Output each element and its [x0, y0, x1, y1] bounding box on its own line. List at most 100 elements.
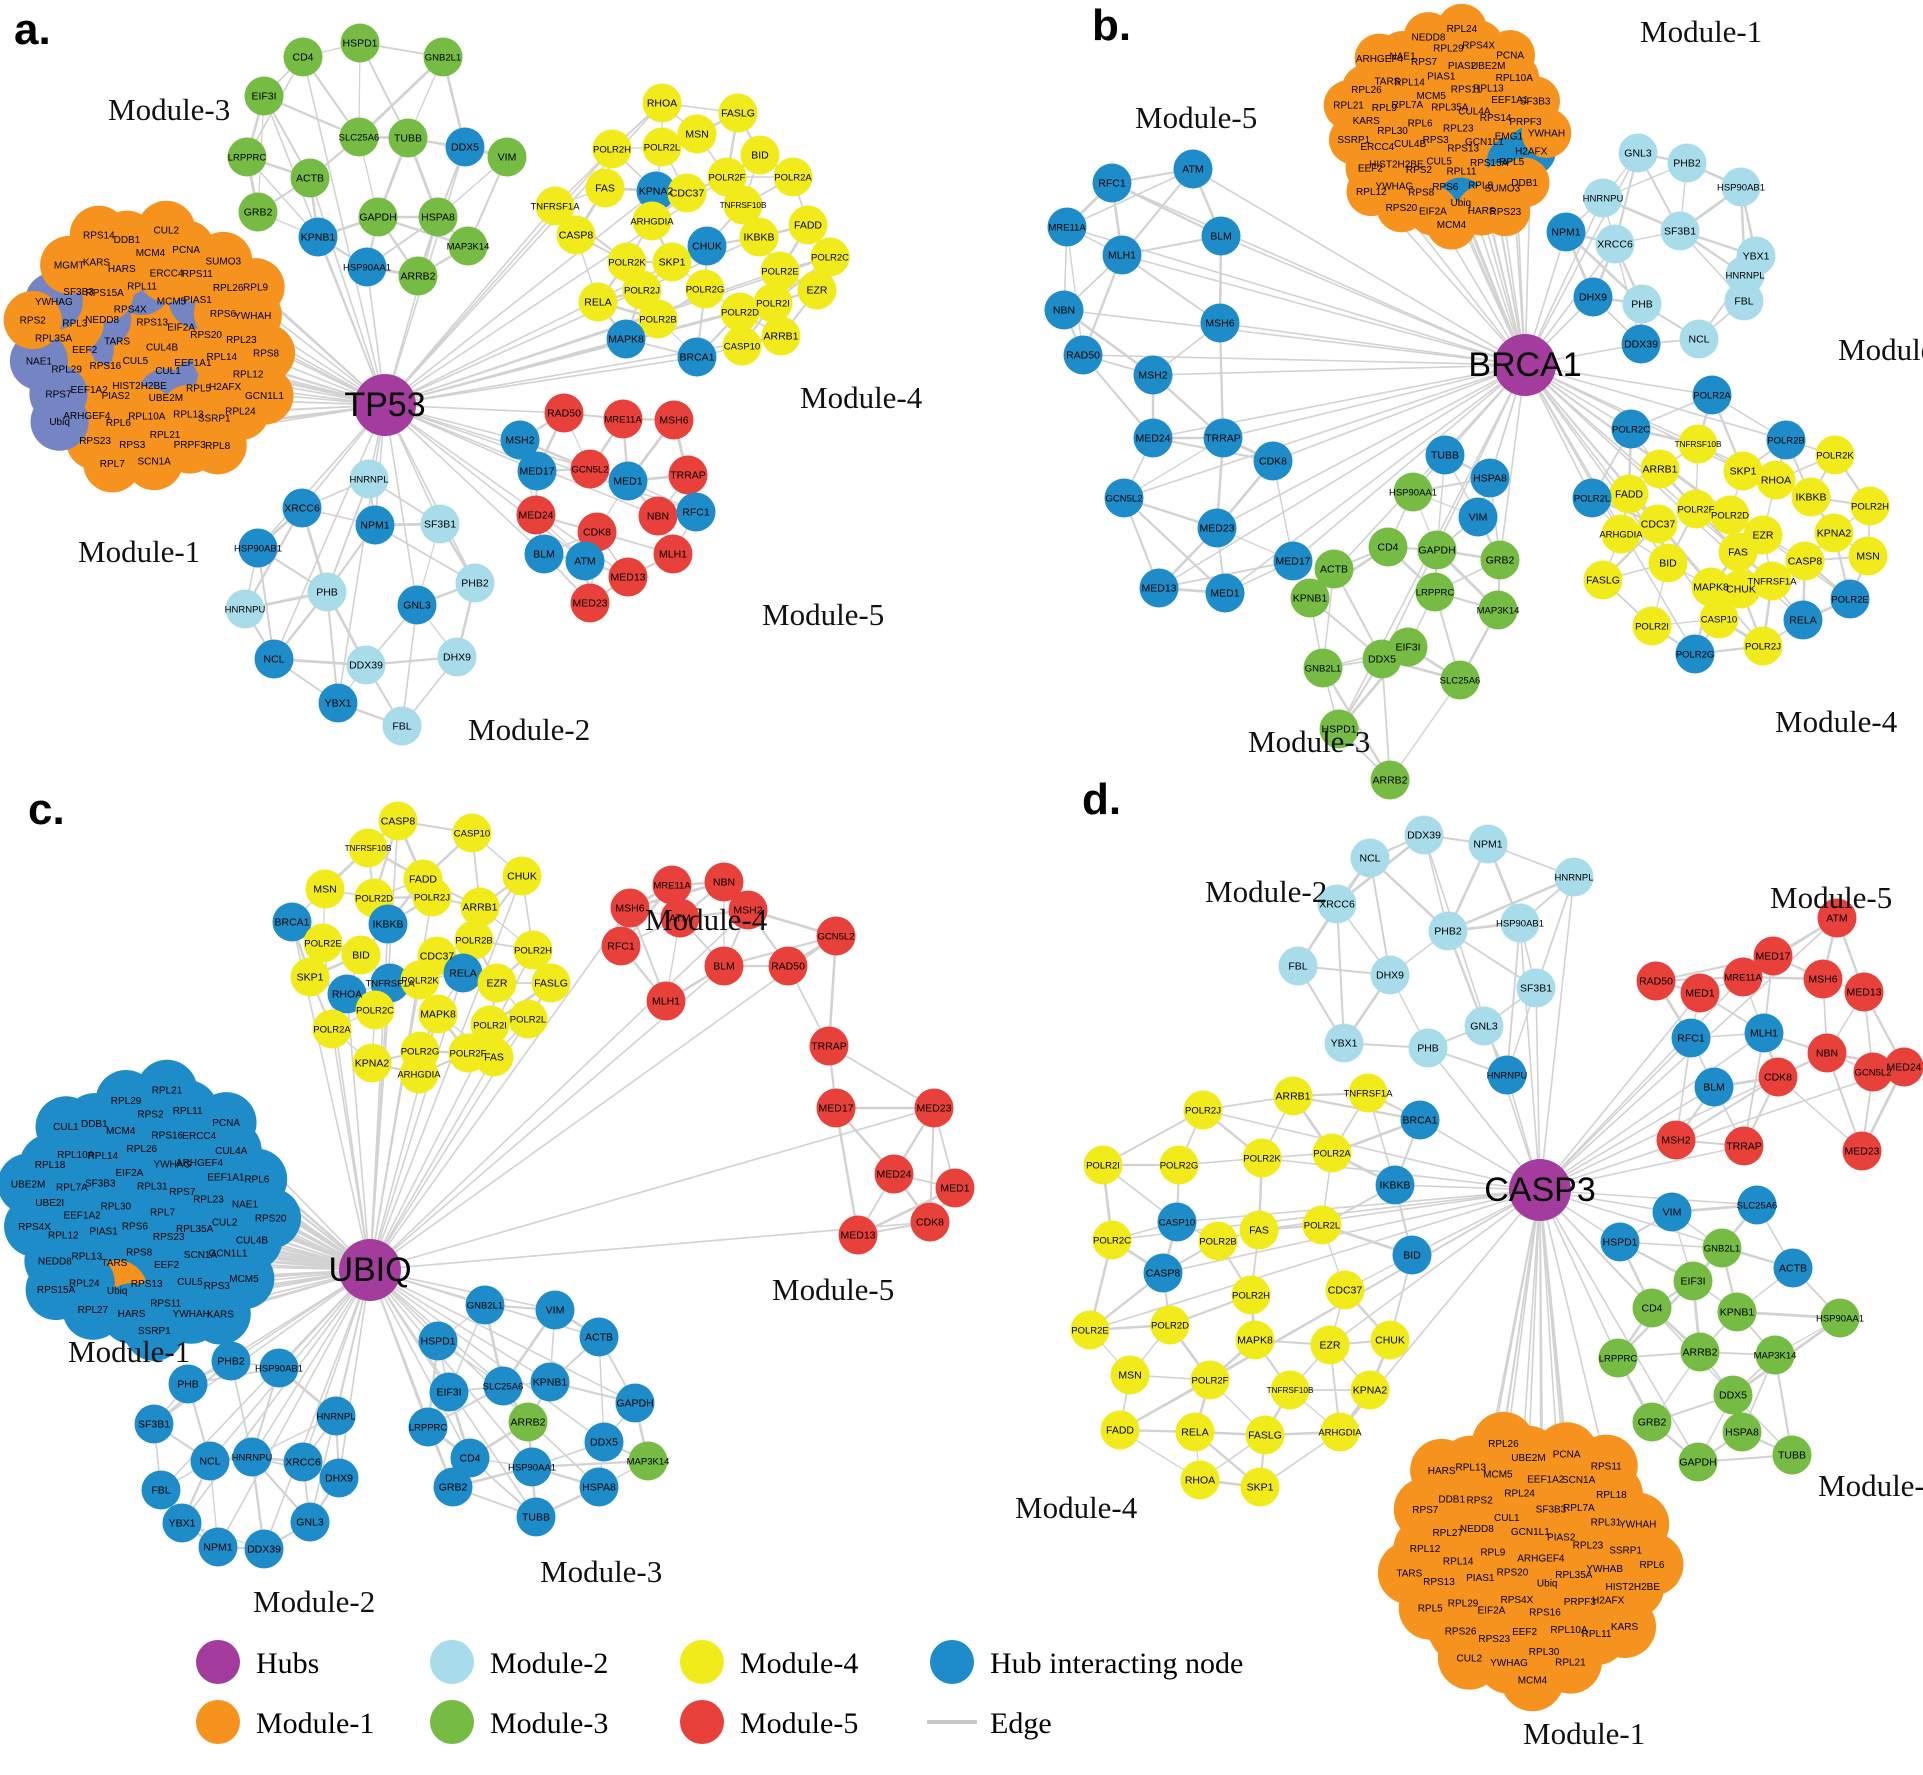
- node-BID[interactable]: [341, 935, 381, 975]
- node-LRPPRC[interactable]: [1415, 572, 1455, 612]
- node-POLR2A[interactable]: [1692, 375, 1732, 415]
- node-BID[interactable]: [1392, 1235, 1432, 1275]
- node-DHX9[interactable]: [319, 1458, 359, 1498]
- node-CD4[interactable]: [450, 1438, 490, 1478]
- node-RPL8[interactable]: [188, 416, 247, 475]
- node-PHB2[interactable]: [1667, 143, 1707, 183]
- node-POLR2G[interactable]: [685, 269, 725, 309]
- node-MED24[interactable]: [1133, 418, 1173, 458]
- node-HSPA8[interactable]: [1470, 458, 1510, 498]
- node-RPS15A[interactable]: [25, 1259, 87, 1321]
- node-MED24[interactable]: [874, 1154, 914, 1194]
- node-TARS[interactable]: [1377, 1541, 1441, 1605]
- node-HSP90AB1[interactable]: [1721, 167, 1761, 207]
- node-SSRP1[interactable]: [123, 1300, 185, 1361]
- node-DDX39[interactable]: [346, 645, 386, 685]
- node-RELA[interactable]: [578, 282, 618, 322]
- node-EZR[interactable]: [1310, 1325, 1350, 1365]
- node-YBX1[interactable]: [318, 683, 358, 723]
- node-IKBKB[interactable]: [1791, 477, 1831, 517]
- node-YWHAH[interactable]: [1521, 108, 1572, 158]
- node-CHUK[interactable]: [1721, 569, 1761, 609]
- node-ARRB2[interactable]: [508, 1402, 548, 1442]
- node-NBN[interactable]: [1044, 290, 1084, 330]
- hub-TP53[interactable]: [354, 374, 416, 436]
- node-CDC37[interactable]: [667, 173, 707, 213]
- node-MSN[interactable]: [1110, 1355, 1150, 1395]
- node-ARRB1[interactable]: [761, 316, 801, 356]
- node-SF3B1[interactable]: [1516, 968, 1556, 1008]
- node-POLR2C[interactable]: [1611, 409, 1651, 449]
- node-CASP8[interactable]: [1143, 1253, 1183, 1293]
- node-RHOA[interactable]: [1756, 460, 1796, 500]
- node-GAPDH[interactable]: [1417, 530, 1457, 570]
- node-TNFRSF10B[interactable]: [723, 185, 763, 225]
- node-NCL[interactable]: [190, 1441, 230, 1481]
- node-RPL26[interactable]: [1471, 1411, 1535, 1475]
- node-HSP90AA1[interactable]: [512, 1447, 552, 1487]
- node-RAD50[interactable]: [544, 393, 584, 433]
- node-IKBKB[interactable]: [1375, 1165, 1415, 1205]
- node-ACTB[interactable]: [579, 1317, 619, 1357]
- node-POLR2I[interactable]: [1083, 1145, 1123, 1185]
- node-MRE11A[interactable]: [603, 399, 643, 439]
- node-NBN[interactable]: [704, 862, 744, 902]
- node-FADD[interactable]: [788, 205, 828, 245]
- node-FADD[interactable]: [1609, 474, 1649, 514]
- node-GNL3[interactable]: [1464, 1006, 1504, 1046]
- node-MSH2[interactable]: [500, 420, 540, 460]
- node-RHOA[interactable]: [1180, 1460, 1220, 1500]
- node-FAS[interactable]: [1239, 1210, 1279, 1250]
- node-MLH1[interactable]: [653, 534, 693, 574]
- node-MED23[interactable]: [1197, 508, 1237, 548]
- node-BLM[interactable]: [524, 534, 564, 574]
- node-BLM[interactable]: [1201, 216, 1241, 256]
- node-POLR2D[interactable]: [1710, 495, 1750, 535]
- node-ATM[interactable]: [660, 898, 700, 938]
- node-BRCA1[interactable]: [272, 902, 312, 942]
- node-MED13[interactable]: [1844, 972, 1884, 1012]
- hub-CASP3[interactable]: [1509, 1159, 1571, 1221]
- node-ARHGDIA[interactable]: [1320, 1412, 1360, 1452]
- node-MLH1[interactable]: [646, 981, 686, 1021]
- node-IKBKB[interactable]: [739, 217, 779, 257]
- node-ARRB1[interactable]: [1273, 1076, 1313, 1116]
- node-SCN1A[interactable]: [125, 431, 184, 491]
- node-MED13[interactable]: [608, 557, 648, 597]
- node-EZR[interactable]: [477, 963, 517, 1003]
- node-RPS20[interactable]: [240, 1187, 302, 1249]
- node-MSH6[interactable]: [1200, 303, 1240, 343]
- node-MAPK8[interactable]: [418, 994, 458, 1034]
- node-MRE11A[interactable]: [1047, 207, 1087, 247]
- node-POLR2F[interactable]: [1190, 1360, 1230, 1400]
- node-RPS11[interactable]: [1574, 1434, 1638, 1498]
- node-MAPK8[interactable]: [606, 319, 646, 359]
- node-PHB[interactable]: [1408, 1028, 1448, 1068]
- node-CDC37[interactable]: [1638, 504, 1678, 544]
- node-MSH6[interactable]: [654, 400, 694, 440]
- node-DHX9[interactable]: [1370, 955, 1410, 995]
- node-ATM[interactable]: [565, 541, 605, 581]
- node-HSP90AB1[interactable]: [259, 1348, 299, 1388]
- node-CHUK[interactable]: [1370, 1320, 1410, 1360]
- node-TNFRSF1A[interactable]: [1752, 561, 1792, 601]
- node-POLR2J[interactable]: [622, 270, 662, 310]
- node-POLR2B[interactable]: [638, 299, 678, 339]
- node-DDX5[interactable]: [1362, 639, 1402, 679]
- node-MED1[interactable]: [935, 1168, 975, 1208]
- node-GCN5L2[interactable]: [570, 449, 610, 489]
- node-CDK8[interactable]: [1253, 441, 1293, 481]
- node-TRRAP[interactable]: [1724, 1126, 1764, 1166]
- node-MED1[interactable]: [608, 461, 648, 501]
- node-TUBB[interactable]: [1425, 435, 1465, 475]
- node-POLR2I[interactable]: [1632, 606, 1672, 646]
- node-ATM[interactable]: [1817, 898, 1857, 938]
- node-HNRNPL[interactable]: [1554, 857, 1594, 897]
- node-PHB2[interactable]: [455, 563, 495, 603]
- node-RELA[interactable]: [1783, 600, 1823, 640]
- node-POLR2E[interactable]: [760, 251, 800, 291]
- node-GNL3[interactable]: [1618, 133, 1658, 173]
- node-KPNA2[interactable]: [1350, 1370, 1390, 1410]
- node-SLC25A6[interactable]: [483, 1366, 523, 1406]
- node-MSH2[interactable]: [728, 890, 768, 930]
